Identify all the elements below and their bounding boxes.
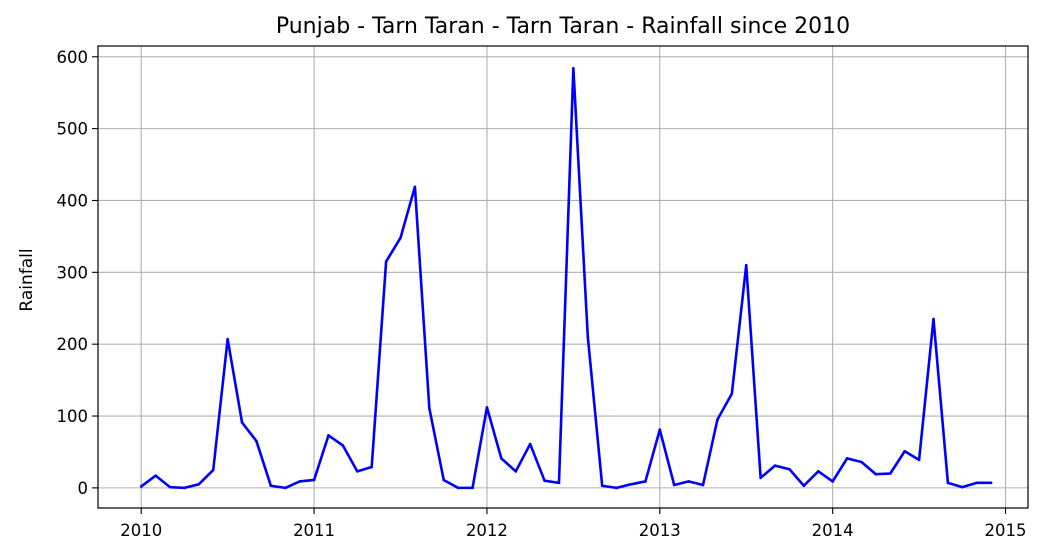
rainfall-data-point <box>975 481 979 485</box>
rainfall-data-point <box>327 434 330 437</box>
rainfall-data-point <box>961 485 964 489</box>
rainfall-data-point <box>283 486 287 490</box>
grid <box>98 46 1028 508</box>
rainfall-data-point <box>255 439 258 443</box>
rainfall-data-point <box>514 470 518 473</box>
rainfall-data-point <box>600 484 604 488</box>
rainfall-data-point <box>543 479 546 483</box>
y-tick-label: 200 <box>57 335 89 354</box>
rainfall-data-point <box>888 472 892 475</box>
axes: 2010 2011 2012 2013 2014 2015 0 100 200 300 400 500… <box>57 48 1027 540</box>
rainfall-data-point <box>687 480 690 483</box>
rainfall-data-point <box>572 66 575 70</box>
rainfall-data-point <box>298 480 301 483</box>
rainfall-data-point <box>701 483 705 487</box>
rainfall-data-point <box>744 263 748 267</box>
x-tick-label: 2013 <box>639 521 681 540</box>
y-tick-label: 400 <box>57 191 89 210</box>
rainfall-data-point <box>917 458 921 462</box>
rainfall-data-point <box>240 421 244 424</box>
x-tick-label: 2015 <box>985 521 1027 540</box>
rainfall-data-point <box>788 467 791 471</box>
rainfall-data-point <box>672 483 676 487</box>
plot-frame <box>97 45 1029 509</box>
rainfall-data-point <box>586 334 590 338</box>
rainfall-data-point <box>370 465 373 469</box>
rainfall-data-point <box>341 444 345 447</box>
rainfall-data-point <box>557 481 561 485</box>
rainfall-data-point <box>485 406 489 409</box>
x-tick-label: 2010 <box>120 521 162 540</box>
rainfall-data-point <box>989 481 993 485</box>
rainfall-data-point <box>154 474 157 477</box>
rainfall-data-point <box>211 468 215 472</box>
rainfall-data-point <box>183 486 186 490</box>
x-tick-label: 2011 <box>293 521 335 540</box>
chart-title: Punjab - Tarn Taran - Tarn Taran - Rainf… <box>276 14 850 39</box>
rainfall-data-point <box>312 478 316 482</box>
rainfall-data-point <box>500 457 503 460</box>
rainfall-data-point <box>874 472 878 476</box>
y-tick-label: 0 <box>78 479 89 498</box>
rainfall-data-point <box>845 457 849 460</box>
rainfall-data-point <box>528 442 532 446</box>
rainfall-data-point <box>442 478 446 482</box>
rainfall-data-point <box>716 418 719 421</box>
rainfall-data-point <box>860 460 863 464</box>
rainfall-series-line <box>140 66 992 490</box>
rainfall-data-point <box>816 470 820 473</box>
rainfall-data-point <box>456 486 460 490</box>
y-tick-label: 600 <box>57 48 89 67</box>
rainfall-data-point <box>399 236 402 240</box>
y-tick-label: 500 <box>57 120 89 139</box>
rainfall-data-point <box>629 482 633 486</box>
rainfall-data-point <box>428 406 431 410</box>
rainfall-data-point <box>932 317 935 321</box>
rainfall-data-point <box>658 428 662 431</box>
rainfall-data-point <box>355 470 359 473</box>
rainfall-data-point <box>730 392 734 396</box>
x-tick-label: 2014 <box>812 521 854 540</box>
rainfall-data-point <box>946 481 950 485</box>
rainfall-data-point <box>384 260 388 263</box>
rainfall-data-point <box>139 485 143 488</box>
rainfall-data-point <box>471 486 474 490</box>
rainfall-data-point <box>644 480 647 483</box>
rainfall-data-point <box>831 480 834 483</box>
y-tick-label: 300 <box>57 263 89 282</box>
y-tick-label: 100 <box>57 407 89 426</box>
rainfall-data-point <box>802 484 806 488</box>
rainfall-data-point <box>903 449 906 453</box>
rainfall-data-point <box>773 464 777 467</box>
rainfall-data-point <box>168 485 172 489</box>
rainfall-data-point <box>413 185 417 189</box>
rainfall-data-point <box>197 482 201 486</box>
rainfall-data-point <box>759 476 762 480</box>
rainfall-data-point <box>226 337 229 341</box>
series-layer <box>139 66 993 490</box>
rainfall-data-point <box>615 486 618 490</box>
x-tick-label: 2012 <box>466 521 508 540</box>
y-axis-label: Rainfall <box>17 248 37 311</box>
rainfall-data-point <box>269 484 273 488</box>
